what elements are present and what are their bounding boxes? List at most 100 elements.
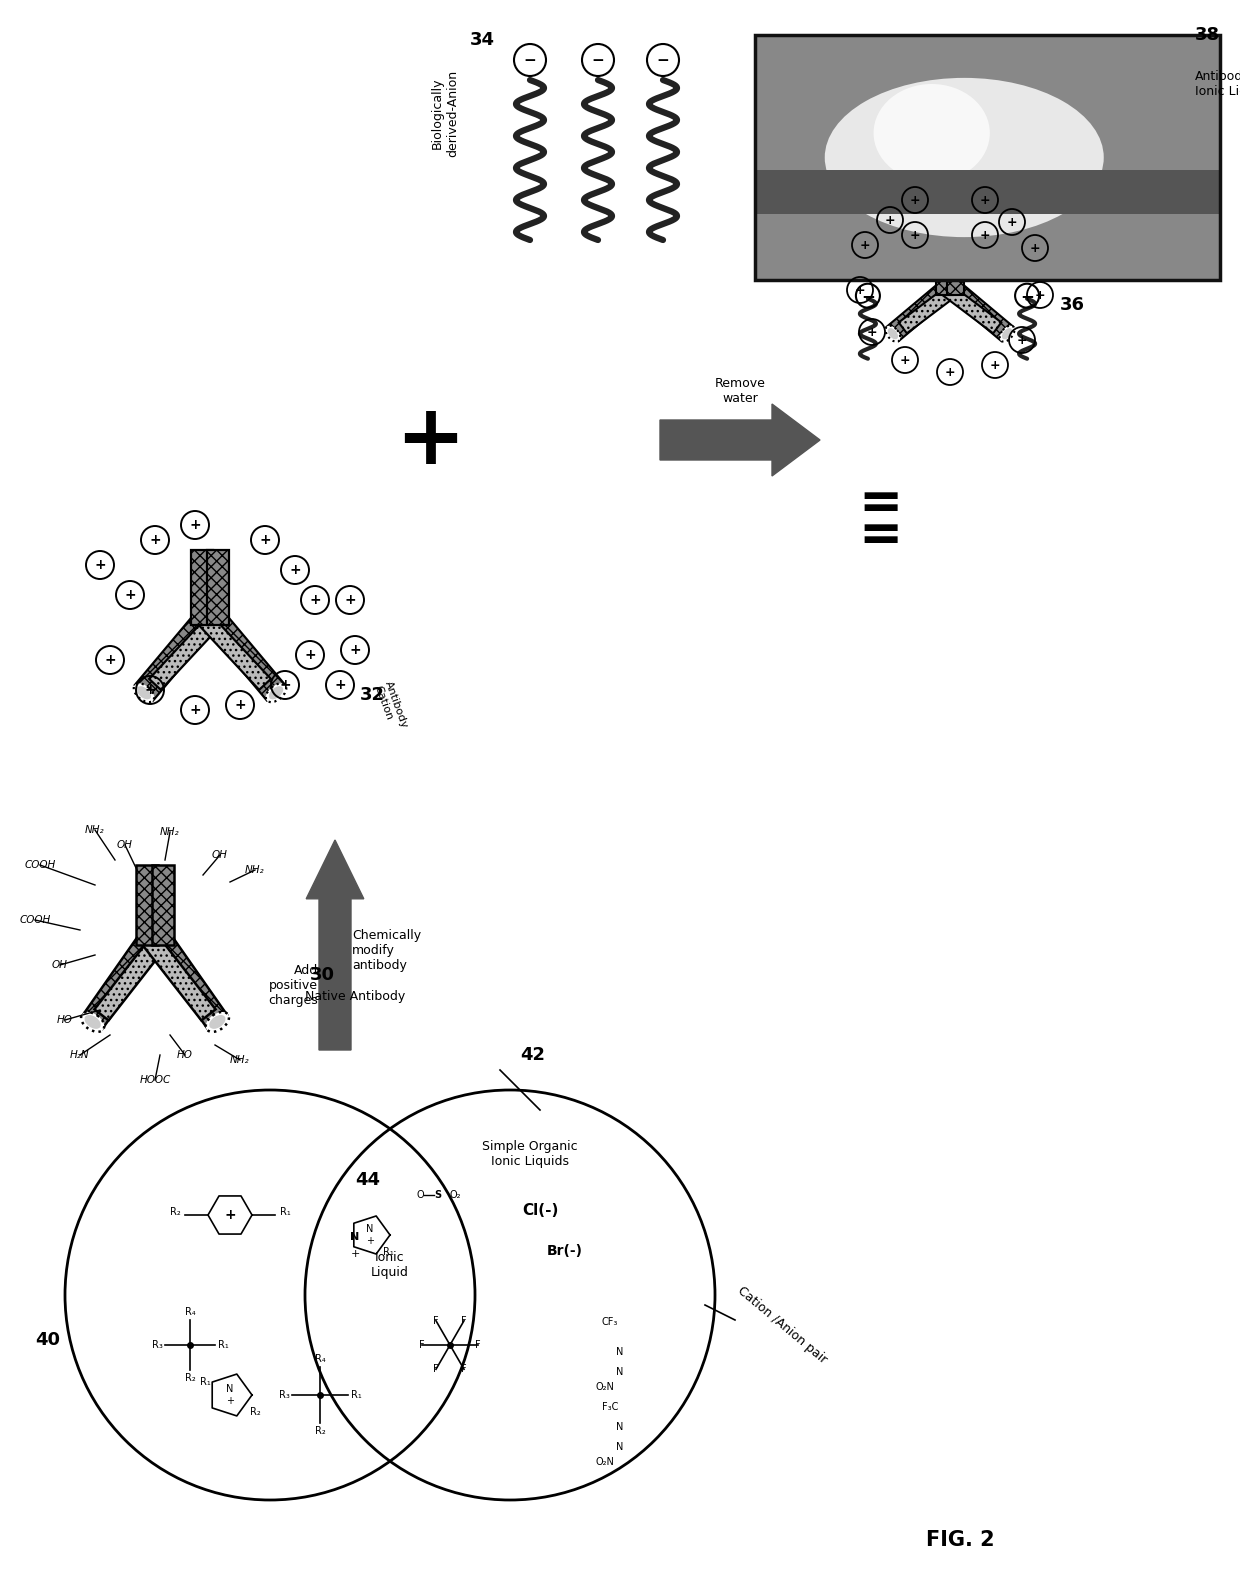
- Polygon shape: [947, 240, 965, 295]
- Text: +: +: [867, 325, 878, 339]
- Text: +: +: [910, 194, 920, 207]
- Text: +: +: [124, 589, 136, 601]
- Text: R₂: R₂: [185, 1373, 196, 1382]
- Text: +: +: [1007, 216, 1017, 229]
- Polygon shape: [136, 865, 157, 945]
- Text: R₃: R₃: [151, 1340, 162, 1351]
- Text: +: +: [144, 683, 156, 697]
- Text: Antibody
Cation: Antibody Cation: [372, 680, 409, 734]
- Text: +: +: [335, 679, 346, 693]
- Text: R₃: R₃: [279, 1390, 289, 1400]
- Text: Antibody
Ionic Liquid: Antibody Ionic Liquid: [1195, 69, 1240, 98]
- Text: COOH: COOH: [20, 915, 51, 925]
- Text: R₁: R₁: [280, 1207, 290, 1217]
- Text: R₁: R₁: [200, 1378, 211, 1387]
- Ellipse shape: [888, 328, 898, 339]
- Text: +: +: [1034, 289, 1045, 301]
- Text: Br(-): Br(-): [547, 1243, 583, 1258]
- Text: O₂: O₂: [449, 1190, 461, 1199]
- Text: F: F: [461, 1365, 466, 1374]
- Polygon shape: [94, 934, 167, 1021]
- Ellipse shape: [210, 1015, 226, 1029]
- Polygon shape: [200, 614, 270, 690]
- Text: N: N: [616, 1348, 624, 1357]
- Text: +: +: [854, 284, 866, 297]
- Polygon shape: [135, 612, 215, 701]
- Text: 30: 30: [310, 966, 335, 985]
- Text: −: −: [657, 52, 670, 68]
- Text: +: +: [900, 353, 910, 366]
- Text: F: F: [433, 1316, 439, 1326]
- Text: −: −: [861, 287, 875, 305]
- Text: O: O: [417, 1190, 424, 1199]
- Polygon shape: [143, 934, 216, 1021]
- Text: +: +: [279, 679, 291, 693]
- Text: H₂N: H₂N: [71, 1049, 89, 1060]
- Text: 34: 34: [470, 32, 495, 49]
- Text: −: −: [1021, 287, 1034, 305]
- Polygon shape: [935, 240, 952, 295]
- Text: +: +: [859, 238, 870, 251]
- Text: S: S: [434, 1190, 441, 1199]
- Text: +: +: [234, 697, 246, 712]
- Polygon shape: [899, 284, 957, 333]
- Text: +: +: [94, 559, 105, 571]
- Ellipse shape: [269, 686, 283, 699]
- Ellipse shape: [81, 1011, 104, 1032]
- Text: F: F: [433, 1365, 439, 1374]
- Text: COOH: COOH: [25, 860, 56, 869]
- Text: Cation /Anion pair: Cation /Anion pair: [735, 1284, 830, 1367]
- Text: NH₂: NH₂: [86, 825, 105, 835]
- Text: +: +: [1017, 333, 1027, 347]
- Text: NH₂: NH₂: [246, 865, 265, 874]
- Ellipse shape: [265, 683, 286, 702]
- Text: +: +: [259, 533, 270, 548]
- Text: CF₃: CF₃: [601, 1318, 619, 1327]
- Polygon shape: [660, 404, 820, 477]
- Polygon shape: [150, 933, 227, 1029]
- Text: O₂N: O₂N: [595, 1382, 615, 1392]
- Polygon shape: [153, 865, 174, 945]
- Text: Native Antibody: Native Antibody: [305, 989, 405, 1004]
- Text: 36: 36: [1060, 297, 1085, 314]
- Text: N
+: N +: [226, 1384, 234, 1406]
- Text: 40: 40: [35, 1330, 60, 1349]
- Text: 38: 38: [1195, 25, 1220, 44]
- Text: FIG. 2: FIG. 2: [926, 1531, 994, 1550]
- Ellipse shape: [136, 686, 151, 699]
- Text: +: +: [990, 358, 1001, 371]
- Text: R₄: R₄: [185, 1307, 196, 1318]
- Text: +: +: [1029, 241, 1040, 254]
- Text: Chemically
modify
antibody: Chemically modify antibody: [352, 928, 422, 972]
- Text: OH: OH: [117, 839, 133, 851]
- Text: HO: HO: [57, 1015, 73, 1026]
- Text: N: N: [616, 1422, 624, 1431]
- Text: HO: HO: [177, 1049, 193, 1060]
- Text: R₁: R₁: [383, 1247, 393, 1258]
- Text: +: +: [309, 593, 321, 608]
- Text: OH: OH: [52, 959, 68, 970]
- Text: +: +: [351, 1250, 360, 1259]
- Polygon shape: [207, 551, 229, 625]
- FancyBboxPatch shape: [755, 35, 1220, 279]
- Ellipse shape: [206, 1011, 229, 1032]
- Text: OH: OH: [212, 851, 228, 860]
- Text: +: +: [945, 366, 955, 379]
- Text: Remove
water: Remove water: [714, 377, 765, 406]
- Ellipse shape: [134, 683, 154, 702]
- Ellipse shape: [825, 77, 1104, 237]
- Text: +: +: [190, 704, 201, 716]
- Text: +: +: [304, 649, 316, 663]
- Text: Add
positive
charges: Add positive charges: [268, 964, 317, 1007]
- Text: −: −: [591, 52, 604, 68]
- Text: +: +: [980, 229, 991, 241]
- Text: −: −: [523, 52, 537, 68]
- Text: 32: 32: [360, 686, 384, 704]
- Text: Biologically
derived-Anion: Biologically derived-Anion: [432, 69, 459, 158]
- Text: +: +: [884, 213, 895, 227]
- Text: F: F: [461, 1316, 466, 1326]
- Polygon shape: [191, 551, 213, 625]
- Text: +: +: [980, 194, 991, 207]
- Text: +: +: [910, 229, 920, 241]
- Ellipse shape: [1002, 328, 1012, 339]
